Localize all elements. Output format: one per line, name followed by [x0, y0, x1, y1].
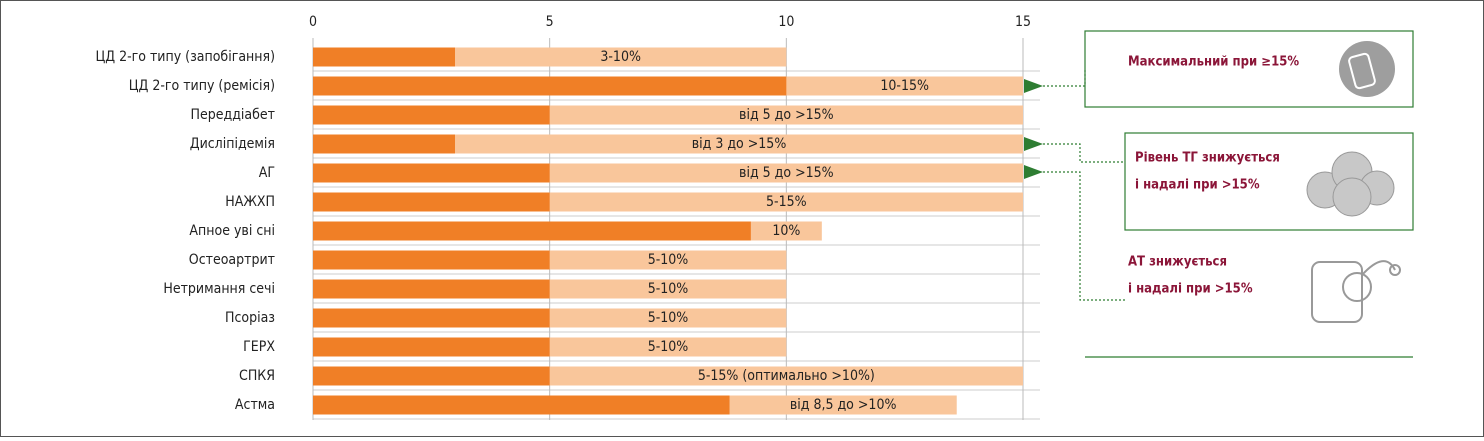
- bar-min: [313, 366, 550, 386]
- arrow: [1024, 137, 1043, 151]
- value-label: 5-10%: [648, 252, 689, 268]
- value-label: від 3 до >15%: [692, 136, 787, 152]
- callout-boxes: [1084, 30, 1414, 358]
- arrows: [1024, 79, 1043, 179]
- category-label: АГ: [259, 165, 275, 181]
- bar-min: [313, 76, 787, 96]
- icon-fat: [1306, 151, 1395, 217]
- category-label: Псоріаз: [225, 310, 275, 326]
- callout-text: Максимальний при ≥15%: [1128, 55, 1299, 70]
- value-label: 10%: [772, 223, 800, 239]
- x-tick-label: 15: [1015, 14, 1031, 30]
- value-label: 10-15%: [880, 78, 929, 94]
- connectors: [1043, 70, 1125, 301]
- category-label: Остеоартрит: [189, 252, 275, 268]
- connector: [1043, 70, 1086, 87]
- callout-box: [1084, 30, 1414, 108]
- value-label: 3-10%: [600, 49, 641, 65]
- category-label: ЦД 2-го типу (ремісія): [129, 78, 275, 94]
- connector: [1043, 171, 1125, 301]
- value-label: 5-15%: [766, 194, 807, 210]
- callout-text: АТ знижується: [1128, 255, 1227, 270]
- value-label: 5-15% (оптимально >10%): [698, 368, 875, 384]
- bar-min: [313, 192, 550, 212]
- callout-text: і надалі при >15%: [1128, 282, 1253, 297]
- callout-text: Рівень ТГ знижується: [1135, 151, 1280, 166]
- bar-min: [313, 221, 751, 241]
- category-label: СПКЯ: [239, 368, 275, 384]
- connector: [1043, 143, 1125, 163]
- callout-box: [1124, 132, 1414, 231]
- category-label: Дисліпідемія: [190, 136, 275, 152]
- category-label: Переддіабет: [191, 107, 275, 123]
- category-label: ЦД 2-го типу (запобігання): [95, 49, 275, 65]
- bar-min: [313, 395, 730, 415]
- bar-min: [313, 337, 550, 357]
- bar-min: [313, 105, 550, 125]
- category-label: НАЖХП: [225, 194, 275, 210]
- category-label: ГЕРХ: [243, 339, 275, 355]
- bar-range: [313, 134, 1023, 154]
- value-label: від 5 до >15%: [739, 165, 834, 181]
- icon-glucometer: [1339, 41, 1395, 97]
- category-label: Нетримання сечі: [163, 281, 275, 297]
- icon-tonometer: [1311, 260, 1401, 323]
- value-label: 5-10%: [648, 339, 689, 355]
- bar-min: [313, 250, 550, 270]
- x-tick-label: 0: [309, 14, 317, 30]
- category-label: Астма: [235, 397, 275, 413]
- bar-min: [313, 279, 550, 299]
- bar-min: [313, 308, 550, 328]
- category-label: Апное уві сні: [189, 223, 275, 239]
- arrow: [1024, 79, 1043, 93]
- callout-text: і надалі при >15%: [1135, 178, 1260, 193]
- value-label: 5-10%: [648, 281, 689, 297]
- bar-min: [313, 134, 455, 154]
- arrow: [1024, 165, 1043, 179]
- bar-min: [313, 47, 455, 67]
- x-tick-label: 10: [778, 14, 794, 30]
- value-label: від 8,5 до >10%: [790, 397, 897, 413]
- x-tick-label: 5: [546, 14, 554, 30]
- bar-min: [313, 163, 550, 183]
- value-label: від 5 до >15%: [739, 107, 834, 123]
- value-label: 5-10%: [648, 310, 689, 326]
